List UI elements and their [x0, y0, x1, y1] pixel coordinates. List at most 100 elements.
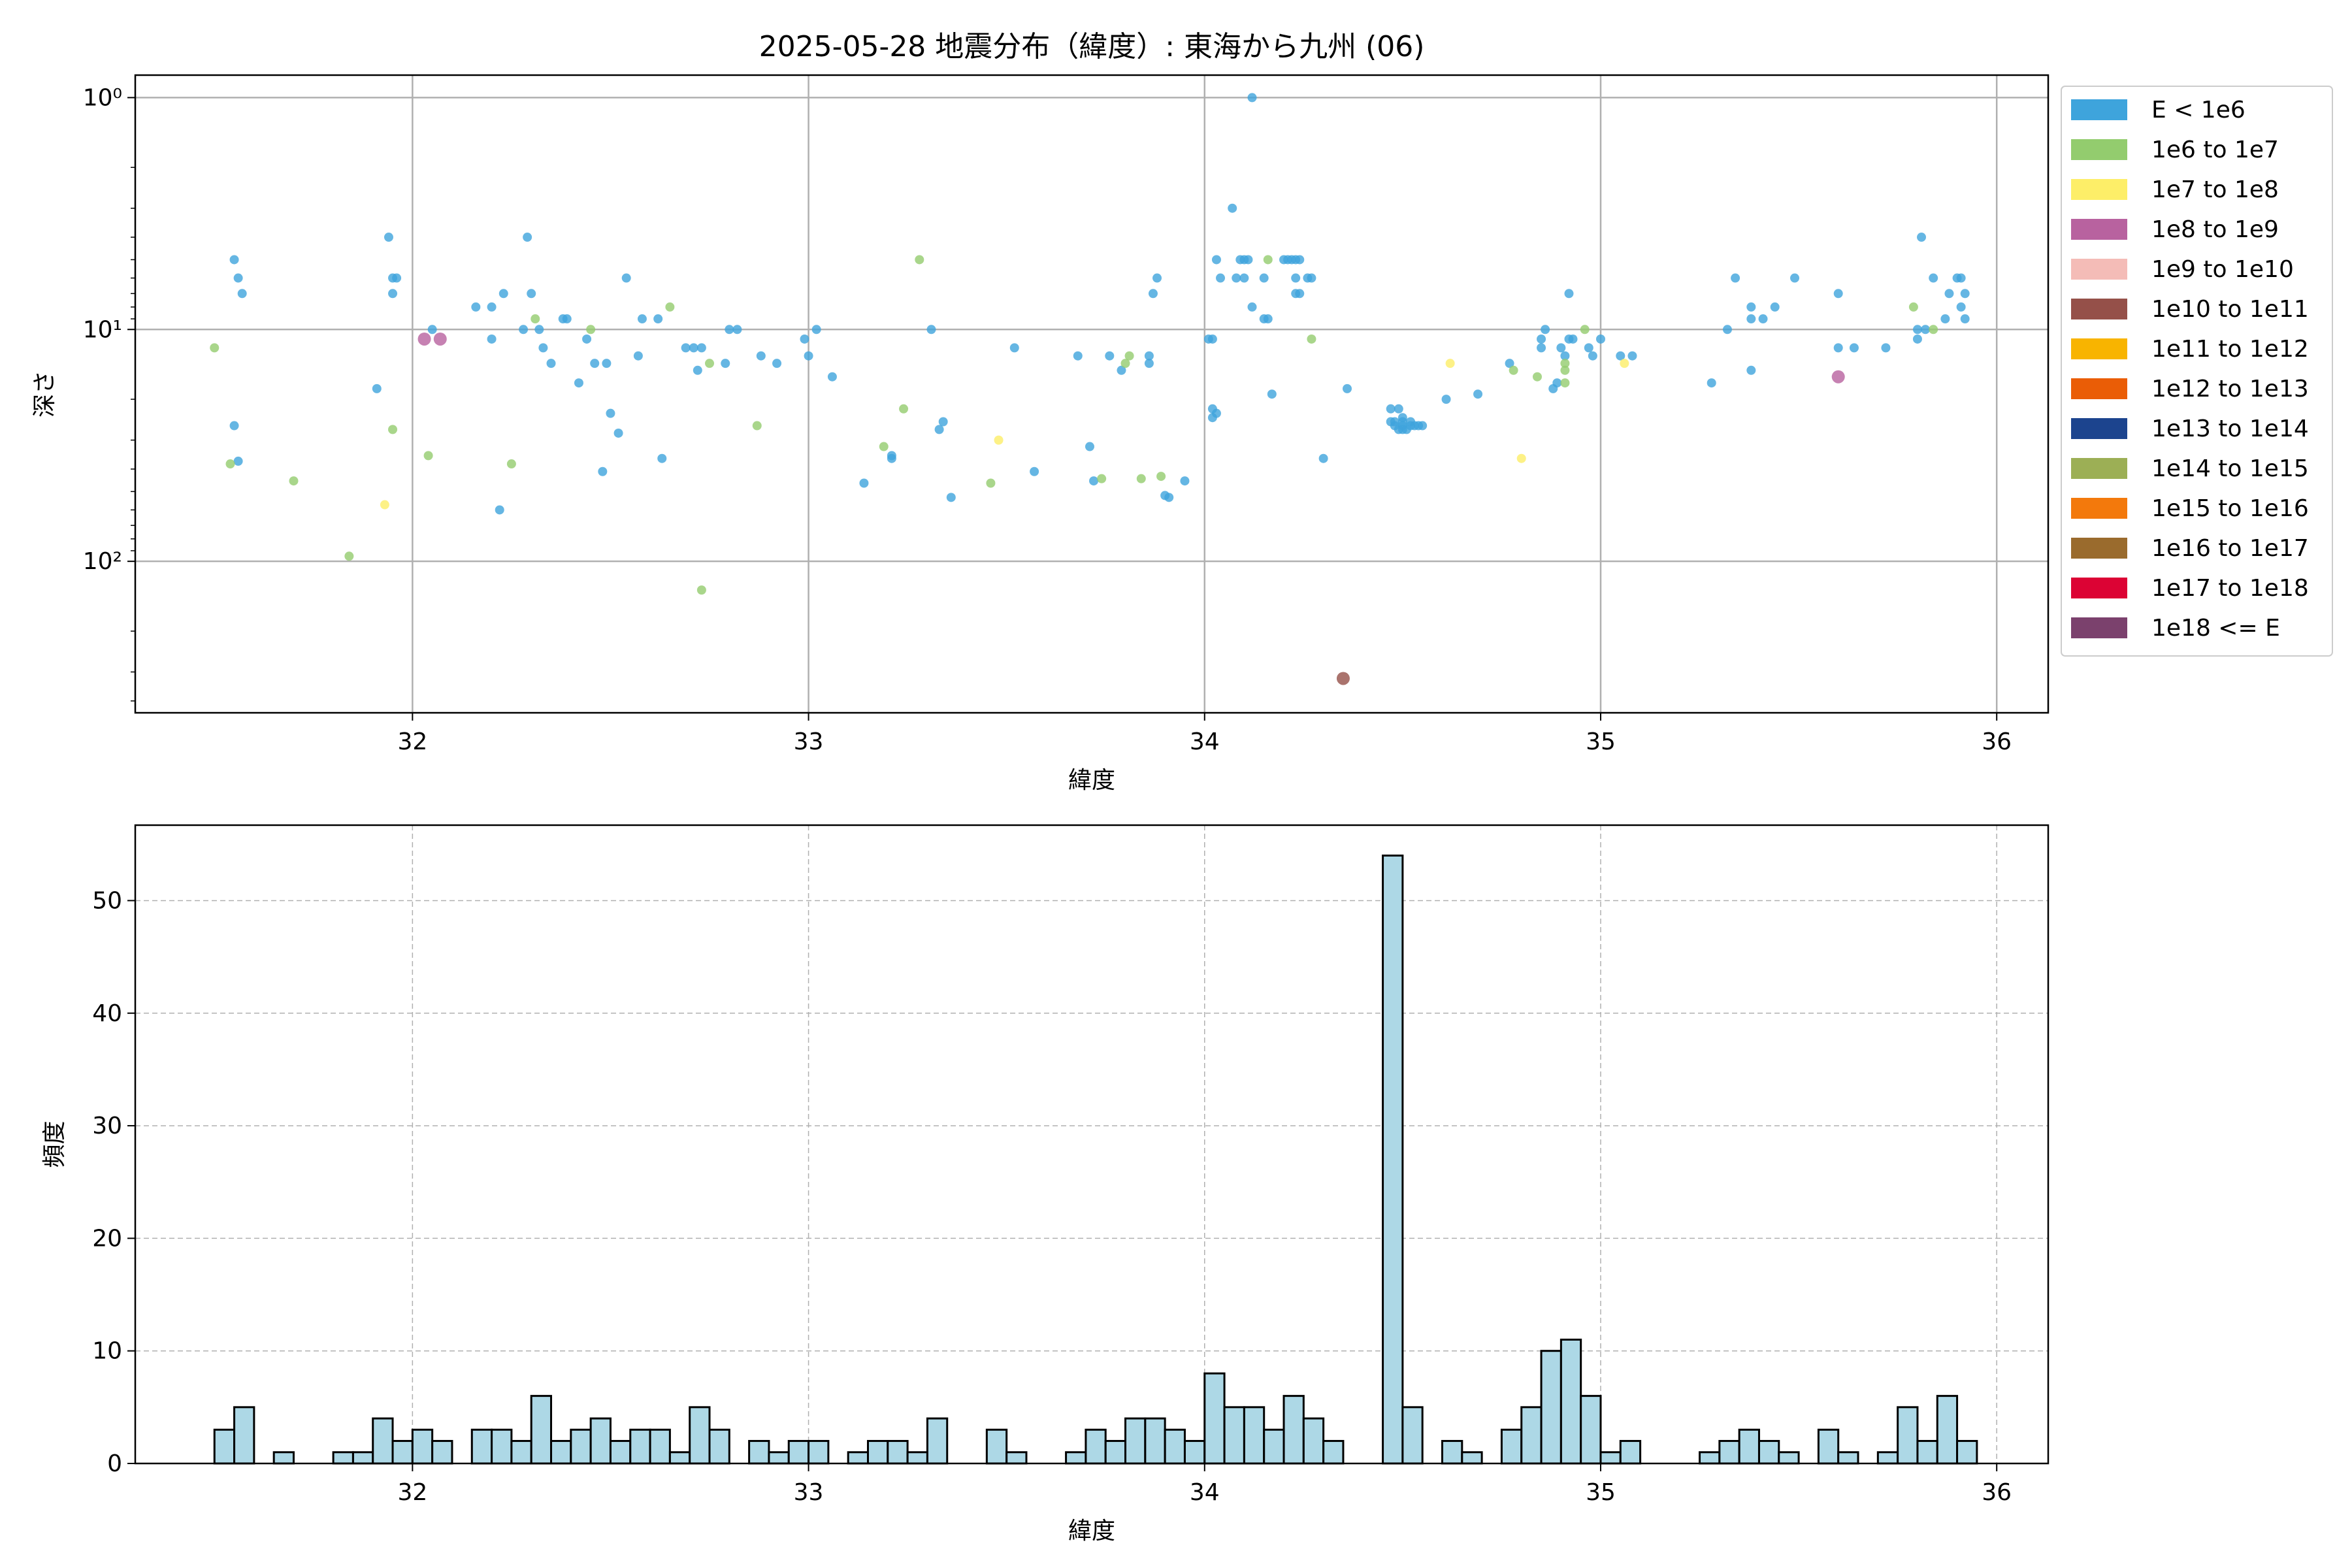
scatter-point	[1560, 351, 1570, 361]
histogram-bar	[1619, 1440, 1642, 1465]
y-tick-label: 10	[92, 1338, 122, 1365]
histogram-bar	[411, 1428, 434, 1465]
histogram-bar	[1778, 1451, 1800, 1465]
scatter-point	[915, 255, 924, 265]
scatter-point	[1960, 314, 1970, 324]
scatter-point	[423, 451, 433, 461]
x-tick-label: 33	[794, 1479, 824, 1506]
scatter-point	[1564, 289, 1574, 299]
scatter-point	[696, 585, 706, 595]
scatter-point	[1505, 359, 1514, 368]
legend-swatch	[2071, 378, 2127, 399]
scatter-point	[289, 476, 299, 486]
scatter-point	[1917, 233, 1927, 242]
scatter-point	[1588, 351, 1597, 361]
legend-label: 1e18 <= E	[2151, 615, 2280, 642]
legend-swatch	[2071, 418, 2127, 439]
scatter-point	[1267, 389, 1277, 399]
scatter-x-axis-label: 緯度	[1068, 767, 1115, 794]
scatter-point	[1247, 302, 1257, 312]
legend-label: 1e9 to 1e10	[2151, 256, 2294, 283]
scatter-point	[800, 334, 809, 344]
legend-label: 1e16 to 1e17	[2151, 535, 2309, 562]
scatter-point	[621, 273, 631, 283]
scatter-point	[1560, 359, 1570, 368]
histogram-bar	[1302, 1417, 1325, 1465]
scatter-point	[1414, 421, 1424, 431]
histogram-bar	[470, 1428, 493, 1465]
legend-swatch	[2071, 617, 2127, 638]
scatter-point	[899, 404, 909, 414]
legend-label: 1e11 to 1e12	[2151, 336, 2309, 363]
histogram-bar	[1243, 1406, 1266, 1465]
scatter-point	[1509, 365, 1518, 375]
histogram-bar	[1282, 1395, 1305, 1465]
scatter-point	[1746, 302, 1756, 312]
histogram-bar	[1738, 1428, 1760, 1465]
legend-label: 1e8 to 1e9	[2151, 216, 2279, 243]
x-tick-label: 34	[1190, 1479, 1220, 1506]
histogram-bar	[768, 1451, 790, 1465]
histogram-bar	[391, 1440, 414, 1465]
x-tick-label: 32	[397, 1479, 427, 1506]
scatter-point	[681, 343, 691, 353]
scatter-point	[1833, 289, 1843, 299]
scatter-point	[1620, 359, 1629, 368]
legend-swatch	[2071, 458, 2127, 479]
scatter-point	[732, 325, 742, 335]
scatter-point	[1552, 378, 1562, 388]
y-tick-label: 20	[92, 1225, 122, 1252]
scatter-point	[590, 359, 600, 368]
legend-swatch	[2071, 498, 2127, 519]
scatter-point	[934, 425, 944, 434]
histogram-bar	[1876, 1451, 1899, 1465]
scatter-point	[1532, 372, 1542, 382]
scatter-point	[1386, 404, 1396, 414]
histogram-bar	[570, 1428, 592, 1465]
scatter-point	[756, 351, 766, 361]
histogram-bar	[1382, 855, 1404, 1465]
histogram-bar	[589, 1417, 612, 1465]
legend-label: 1e14 to 1e15	[2151, 455, 2309, 482]
y-tick-label: 10²	[83, 548, 122, 575]
scatter-point	[534, 325, 544, 335]
histogram-axes-frame	[134, 824, 2050, 1465]
histogram-bar	[1936, 1395, 1959, 1465]
scatter-point	[1584, 343, 1593, 353]
histogram-bar	[906, 1451, 928, 1465]
scatter-point	[1556, 343, 1566, 353]
x-tick-label: 32	[397, 728, 427, 755]
scatter-point	[1180, 476, 1190, 486]
histogram-bar	[708, 1428, 730, 1465]
scatter-point	[1120, 359, 1130, 368]
scatter-point	[1960, 289, 1970, 299]
scatter-point	[546, 359, 556, 368]
scatter-point	[1956, 273, 1966, 283]
histogram-grid	[135, 825, 2048, 1464]
scatter-point	[433, 332, 447, 346]
histogram-bar	[1560, 1338, 1582, 1465]
histogram-bar	[808, 1440, 830, 1465]
histogram-bar	[748, 1440, 770, 1465]
histogram-bar	[926, 1417, 949, 1465]
scatter-point	[752, 421, 762, 431]
scatter-point	[1731, 273, 1740, 283]
histogram-bar	[1916, 1440, 1938, 1465]
histogram-bar	[629, 1428, 651, 1465]
scatter-point	[582, 334, 592, 344]
scatter-point	[229, 421, 239, 431]
scatter-point	[1849, 343, 1859, 353]
scatter-point	[344, 551, 354, 561]
histogram-bar	[1401, 1406, 1424, 1465]
scatter-point	[487, 302, 497, 312]
histogram-bar	[1124, 1417, 1147, 1465]
scatter-point	[1940, 314, 1950, 324]
scatter-point	[938, 417, 948, 427]
scatter-point	[926, 325, 936, 335]
y-tick-label: 10⁰	[83, 84, 122, 111]
histogram-bar	[1699, 1451, 1721, 1465]
scatter-point	[1929, 273, 1938, 283]
scatter-point	[1239, 273, 1249, 283]
legend-label: 1e7 to 1e8	[2151, 176, 2279, 203]
histogram-bar	[1144, 1417, 1166, 1465]
